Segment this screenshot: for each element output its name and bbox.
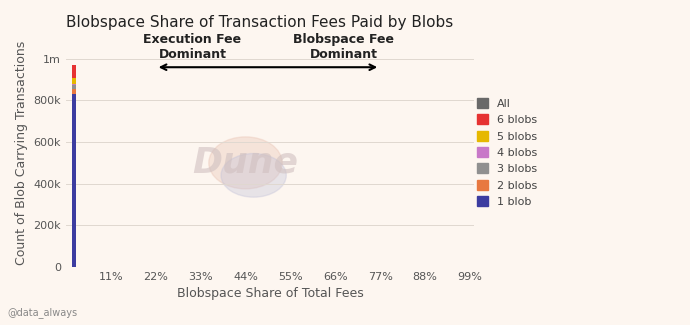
Y-axis label: Count of Blob Carrying Transactions: Count of Blob Carrying Transactions: [15, 40, 28, 265]
Legend: All, 6 blobs, 5 blobs, 4 blobs, 3 blobs, 2 blobs, 1 blob: All, 6 blobs, 5 blobs, 4 blobs, 3 blobs,…: [473, 94, 542, 211]
Bar: [72, 84, 76, 85]
Bar: [72, 85, 76, 89]
Bar: [72, 78, 76, 84]
Ellipse shape: [209, 137, 282, 189]
Ellipse shape: [221, 153, 286, 197]
Text: Blobspace Share of Transaction Fees Paid by Blobs: Blobspace Share of Transaction Fees Paid…: [66, 15, 453, 30]
X-axis label: Blobspace Share of Total Fees: Blobspace Share of Total Fees: [177, 287, 364, 300]
Text: Execution Fee
Dominant: Execution Fee Dominant: [144, 33, 241, 61]
Text: @data_always: @data_always: [7, 307, 77, 318]
Bar: [72, 65, 76, 78]
Bar: [72, 94, 76, 267]
Text: Blobspace Fee
Dominant: Blobspace Fee Dominant: [293, 33, 394, 61]
Text: Dune: Dune: [193, 146, 299, 180]
Bar: [72, 89, 76, 94]
